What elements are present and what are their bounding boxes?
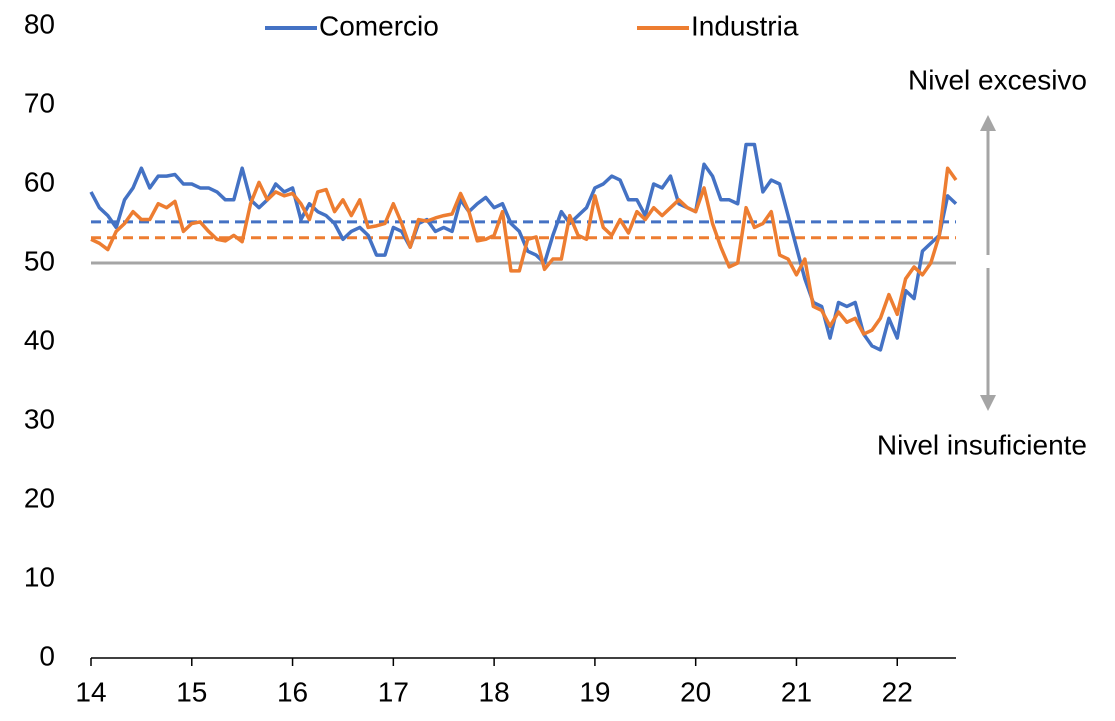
x-tick-label: 17: [378, 676, 409, 707]
x-tick-label: 16: [277, 676, 308, 707]
y-tick-label: 50: [24, 245, 55, 276]
x-tick-label: 15: [176, 676, 207, 707]
legend-label: Industria: [691, 10, 799, 41]
series-line: [90, 166, 958, 336]
x-tick-label: 20: [680, 676, 711, 707]
y-tick-label: 20: [24, 482, 55, 513]
x-tick-label: 18: [479, 676, 510, 707]
annotation: Nivel insuficiente: [877, 429, 1087, 460]
y-tick-label: 60: [24, 166, 55, 197]
y-tick-label: 30: [24, 403, 55, 434]
x-tick-label: 14: [75, 676, 106, 707]
y-tick-label: 10: [24, 561, 55, 592]
x-tick-label: 22: [882, 676, 913, 707]
annotation: Nivel excesivo: [908, 64, 1087, 95]
legend-label: Comercio: [319, 10, 439, 41]
arrow-head: [980, 115, 996, 131]
y-tick-label: 80: [24, 8, 55, 39]
y-tick-label: 40: [24, 324, 55, 355]
arrow-head: [980, 395, 996, 411]
arrows: [980, 115, 996, 411]
x-tick-label: 21: [781, 676, 812, 707]
x-tick-label: 19: [579, 676, 610, 707]
y-tick-label: 0: [39, 640, 55, 671]
y-tick-label: 70: [24, 87, 55, 118]
